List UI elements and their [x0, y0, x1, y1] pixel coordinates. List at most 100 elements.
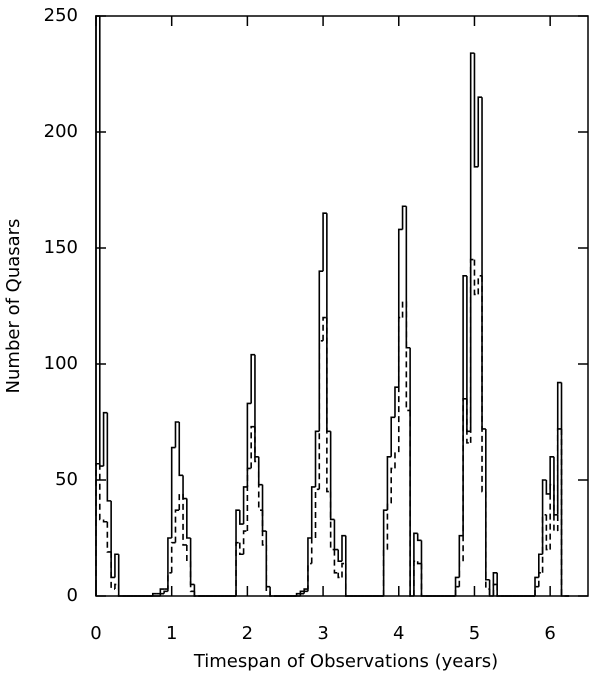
- histogram-step: [178, 422, 184, 477]
- histogram-step: [170, 541, 176, 573]
- histogram-step: [333, 519, 339, 551]
- histogram-step: [344, 563, 350, 597]
- histogram-step: [560, 428, 566, 597]
- histogram-step: [117, 584, 123, 597]
- histogram-step: [401, 205, 407, 230]
- histogram-step: [106, 521, 112, 553]
- histogram-step: [485, 491, 490, 590]
- histogram-step: [326, 317, 331, 493]
- histogram-step: [409, 410, 414, 597]
- histogram-step: [235, 509, 240, 596]
- histogram-step: [310, 486, 316, 538]
- histogram-step: [394, 386, 399, 418]
- histogram-step: [390, 467, 395, 504]
- histogram-step: [341, 562, 346, 578]
- histogram-step: [114, 583, 119, 590]
- histogram-step: [469, 52, 475, 432]
- histogram-step: [310, 537, 316, 564]
- histogram-step: [163, 590, 168, 594]
- histogram-step: [394, 451, 399, 469]
- histogram-step: [397, 316, 403, 453]
- histogram-step: [303, 590, 308, 594]
- histogram-step: [235, 541, 240, 596]
- histogram-step: [174, 509, 180, 543]
- histogram-step: [341, 534, 346, 562]
- histogram-step: [329, 431, 335, 521]
- histogram-step: [485, 428, 490, 581]
- histogram-step: [538, 572, 543, 587]
- y-tick-label: 100: [44, 353, 78, 374]
- histogram-step: [481, 275, 486, 493]
- histogram-step: [106, 412, 112, 502]
- histogram-step: [545, 514, 551, 551]
- histogram-step: [246, 467, 252, 532]
- histogram-step: [420, 563, 426, 597]
- histogram-step: [477, 96, 483, 167]
- y-axis-label: Number of Quasars: [3, 219, 24, 394]
- histogram-step: [322, 316, 327, 341]
- histogram-step: [170, 446, 176, 538]
- histogram-step: [246, 402, 252, 487]
- histogram-step: [469, 258, 475, 443]
- histogram-step: [382, 548, 388, 596]
- x-tick-label: 1: [166, 623, 177, 644]
- histogram-step: [462, 398, 467, 562]
- histogram-step: [102, 519, 108, 523]
- histogram-step: [322, 212, 327, 272]
- histogram-step: [167, 572, 172, 592]
- histogram-step: [386, 502, 392, 550]
- x-axis-label: Timespan of Observations (years): [193, 651, 498, 672]
- histogram-step: [382, 509, 388, 596]
- histogram-step: [314, 430, 320, 487]
- histogram-step: [337, 549, 342, 562]
- y-tick-label: 0: [67, 585, 78, 606]
- histogram-step: [239, 542, 244, 556]
- histogram-step: [110, 551, 115, 590]
- x-tick-label: 3: [317, 623, 328, 644]
- histogram-step: [159, 588, 165, 594]
- histogram-step: [261, 510, 267, 546]
- histogram-step: [98, 16, 104, 467]
- histogram-step: [492, 583, 498, 596]
- histogram-step: [250, 353, 255, 404]
- histogram-step: [167, 537, 172, 590]
- x-tick-label: 0: [90, 623, 101, 644]
- histogram-step: [242, 530, 248, 555]
- y-tick-label: 50: [55, 469, 78, 490]
- histogram-step: [265, 544, 271, 593]
- histogram-step: [329, 491, 335, 551]
- histogram-step: [405, 206, 411, 349]
- histogram-step: [416, 533, 422, 542]
- x-tick-label: 6: [544, 623, 555, 644]
- histogram-step: [488, 589, 494, 597]
- histogram-step: [333, 549, 339, 574]
- y-tick-label: 200: [44, 121, 78, 142]
- histogram-step: [337, 572, 342, 579]
- histogram-step: [538, 553, 543, 578]
- histogram-step: [189, 561, 195, 593]
- histogram-step: [102, 411, 108, 467]
- histogram-step: [318, 340, 324, 490]
- histogram-step: [534, 585, 539, 596]
- histogram-step: [95, 15, 100, 596]
- histogram-step: [186, 544, 191, 562]
- x-tick-label: 5: [469, 623, 480, 644]
- histogram-step: [299, 592, 305, 596]
- histogram-step: [98, 463, 104, 521]
- histogram-step: [496, 584, 501, 597]
- histogram-step: [534, 576, 539, 596]
- histogram-step: [114, 553, 119, 578]
- histogram-step: [488, 579, 494, 597]
- histogram-step: [556, 428, 562, 532]
- histogram-step: [458, 560, 464, 587]
- histogram-step: [401, 300, 407, 318]
- histogram-step: [492, 572, 498, 596]
- histogram-step: [553, 484, 558, 532]
- histogram-step: [454, 576, 460, 596]
- plot-frame: [95, 15, 589, 597]
- histogram-step: [307, 537, 312, 590]
- x-tick-label: 2: [242, 623, 253, 644]
- histogram-step: [466, 398, 471, 444]
